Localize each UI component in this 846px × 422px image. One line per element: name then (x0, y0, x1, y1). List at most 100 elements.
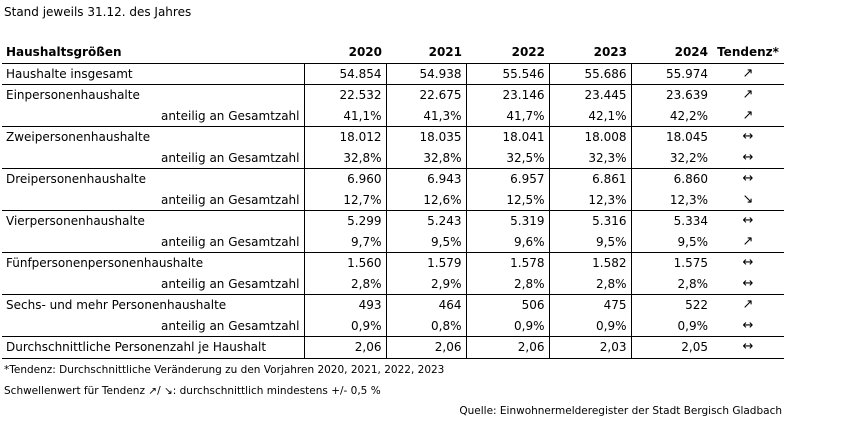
row-label: Haushalte insgesamt (6, 66, 133, 81)
arrow-left-right-icon: ↔ (712, 126, 784, 148)
cell-value: 12,6% (385, 189, 466, 211)
cell-value: 2,06 (385, 336, 466, 359)
cell-value: 12,7% (303, 189, 386, 211)
cell-value: 23.146 (465, 84, 549, 106)
cell-value: 18.035 (385, 126, 466, 148)
cell-value: 23.445 (548, 84, 631, 106)
cell-value: 32,3% (548, 147, 631, 169)
row-sub-label: anteilig an Gesamtzahl (160, 108, 300, 123)
cell-value: 0,8% (385, 315, 466, 337)
cell-value: 2,8% (465, 273, 549, 295)
row-sub-label: anteilig an Gesamtzahl (160, 150, 300, 165)
table-row: anteilig an Gesamtzahl 2,8% 2,9% 2,8% 2,8% 2,… (2, 273, 784, 295)
cell-value: 2,03 (548, 336, 631, 359)
row-sub-label: anteilig an Gesamtzahl (160, 318, 300, 333)
cell-value: 6.861 (548, 168, 631, 190)
arrow-left-right-icon: ↔ (742, 317, 754, 333)
cell-value: 0,9% (630, 315, 712, 337)
row-label: Zweipersonenhaushalte (2, 126, 304, 148)
column-header-trend: Tendenz* (712, 42, 784, 64)
column-header-label: Haushaltsgrößen (2, 42, 304, 64)
table-row: anteilig an Gesamtzahl 9,7% 9,5% 9,6% 9,5% 9,… (2, 231, 784, 253)
row-label: Fünfpersonenpersonenhaushalte (2, 252, 304, 274)
column-header-year: 2023 (549, 42, 631, 64)
footnote-trend-definition: *Tendenz: Durchschnittliche Veränderung … (4, 364, 445, 376)
arrow-left-right-icon: ↔ (742, 149, 754, 165)
cell-value: 9,5% (630, 231, 712, 253)
cell-value: 9,5% (548, 231, 631, 253)
source-note: Quelle: Einwohnermelderegister der Stadt… (459, 405, 782, 417)
cell-value: 493 (303, 294, 386, 316)
arrow-left-right-icon: ↔ (712, 210, 784, 232)
cell-value: 41,1% (303, 105, 386, 127)
cell-value: 42,2% (630, 105, 712, 127)
cell-value: 6.860 (630, 168, 712, 190)
cell-value: 54.854 (303, 63, 386, 85)
cell-value: 55.974 (630, 63, 712, 85)
cell-value: 18.008 (548, 126, 631, 148)
table-row: Vierpersonenhaushalte 5.299 5.243 5.319 5.31… (2, 210, 784, 232)
cell-value: 41,7% (465, 105, 549, 127)
cell-value: 0,9% (465, 315, 549, 337)
cell-value: 475 (548, 294, 631, 316)
cell-value: 12,3% (630, 189, 712, 211)
cell-value: 6.943 (385, 168, 466, 190)
cell-value: 1.575 (630, 252, 712, 274)
cell-value: 55.546 (465, 63, 549, 85)
cell-value: 9,7% (303, 231, 386, 253)
cell-value: 9,5% (385, 231, 466, 253)
cell-value: 22.532 (303, 84, 386, 106)
row-label: Vierpersonenhaushalte (2, 210, 304, 232)
cell-value: 12,5% (465, 189, 549, 211)
cell-value: 18.041 (465, 126, 549, 148)
cell-value: 18.012 (303, 126, 386, 148)
row-sub-label: anteilig an Gesamtzahl (160, 276, 300, 291)
table-row: Fünfpersonenpersonenhaushalte 1.560 1.579 1… (2, 252, 784, 274)
cell-value: 41,3% (385, 105, 466, 127)
row-label: Sechs- und mehr Personenhaushalte (2, 294, 304, 316)
household-size-table: Haushaltsgrößen 2020 2021 2022 2023 2024… (2, 42, 784, 359)
table-row: anteilig an Gesamtzahl 41,1% 41,3% 41,7% 42,… (2, 105, 784, 127)
cell-value: 0,9% (548, 315, 631, 337)
table-row: Sechs- und mehr Personenhaushalte 493 464 5… (2, 294, 784, 316)
row-label: Durchschnittliche Personenzahl je Hausha… (2, 336, 304, 359)
cell-value: 32,2% (630, 147, 712, 169)
arrow-down-right-icon: ↘ (742, 191, 754, 207)
arrow-up-right-icon: ↗ (742, 107, 754, 123)
cell-value: 18.045 (630, 126, 712, 148)
table-row: anteilig an Gesamtzahl 12,7% 12,6% 12,5% 12,… (2, 189, 784, 211)
cell-value: 55.686 (548, 63, 631, 85)
table-row: anteilig an Gesamtzahl 0,9% 0,8% 0,9% 0,9% 0,… (2, 315, 784, 337)
cell-value: 1.579 (385, 252, 466, 274)
arrow-left-right-icon: ↔ (712, 336, 784, 359)
cell-value: 5.334 (630, 210, 712, 232)
cell-value: 12,3% (548, 189, 631, 211)
arrow-left-right-icon: ↔ (742, 275, 754, 291)
cell-value: 0,9% (303, 315, 386, 337)
page-subtitle: Stand jeweils 31.12. des Jahres (4, 5, 192, 19)
cell-value: 5.299 (303, 210, 386, 232)
row-label: Einpersonenhaushalte (2, 84, 304, 106)
cell-value: 32,8% (303, 147, 386, 169)
cell-value: 5.319 (465, 210, 549, 232)
arrow-left-right-icon: ↔ (712, 168, 784, 190)
table-row: anteilig an Gesamtzahl 32,8% 32,8% 32,5% 32,… (2, 147, 784, 169)
cell-value: 2,8% (548, 273, 631, 295)
table-row: Dreipersonenhaushalte 6.960 6.943 6.957 6.86… (2, 168, 784, 190)
arrow-up-right-icon: ↗ (712, 294, 784, 316)
cell-value: 5.243 (385, 210, 466, 232)
cell-value: 2,05 (630, 336, 712, 359)
row-sub-label: anteilig an Gesamtzahl (160, 192, 300, 207)
cell-value: 2,06 (303, 336, 386, 359)
cell-value: 6.960 (303, 168, 386, 190)
footnote-threshold: Schwellenwert für Tendenz ↗/ ↘: durchsch… (4, 385, 381, 397)
cell-value: 42,1% (548, 105, 631, 127)
cell-value: 54.938 (385, 63, 466, 85)
cell-value: 522 (630, 294, 712, 316)
cell-value: 506 (465, 294, 549, 316)
cell-value: 1.560 (303, 252, 386, 274)
cell-value: 5.316 (548, 210, 631, 232)
row-sub-label: anteilig an Gesamtzahl (160, 234, 300, 249)
cell-value: 2,8% (630, 273, 712, 295)
